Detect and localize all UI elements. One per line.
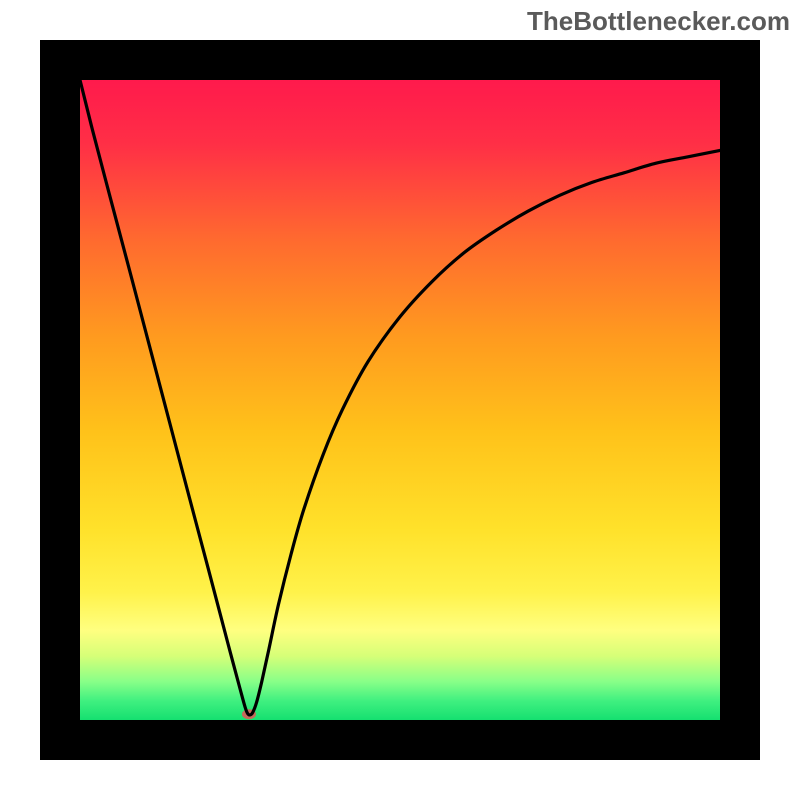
watermark-text: TheBottlenecker.com: [527, 6, 790, 37]
plot-background: [80, 80, 720, 720]
chart-container: TheBottlenecker.com: [0, 0, 800, 800]
bottleneck-chart: [0, 0, 800, 800]
